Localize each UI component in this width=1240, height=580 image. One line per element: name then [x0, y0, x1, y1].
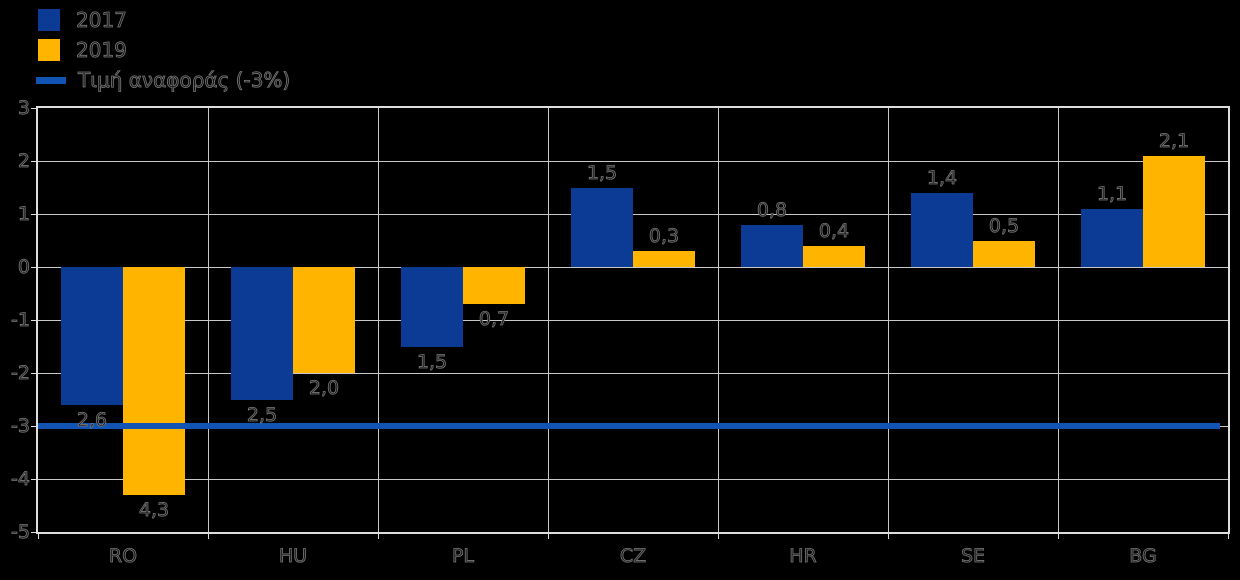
bar-2017-HR	[741, 224, 803, 267]
y-axis-tick-mark	[31, 373, 36, 374]
legend-item-2019: 2019	[38, 35, 290, 65]
gridline-horizontal	[38, 319, 1228, 321]
bar-value-label: 1,5	[586, 161, 618, 184]
x-axis-tick-mark	[717, 534, 719, 539]
y-axis-tick-mark	[31, 108, 36, 109]
bar-2017-HU	[231, 267, 293, 400]
x-axis-category-label: BG	[1129, 545, 1157, 567]
x-axis-tick-mark	[37, 534, 39, 539]
bar-value-label: 0,8	[756, 198, 788, 221]
y-axis-tick-mark	[31, 532, 36, 533]
bar-value-label: 4,3	[138, 498, 170, 521]
y-axis-tick-mark	[31, 214, 36, 215]
bar-value-label: 1,4	[926, 166, 958, 189]
x-axis-tick-mark	[887, 534, 889, 539]
bar-value-label: 0,4	[818, 219, 850, 242]
bar-2017-PL	[401, 267, 463, 347]
x-axis-tick-mark	[377, 534, 379, 539]
y-axis-tick-mark	[31, 426, 36, 427]
gridline-vertical	[1057, 108, 1059, 532]
x-axis-category-label: RO	[108, 545, 138, 567]
y-axis-tick-mark	[31, 479, 36, 480]
bar-2019-SE	[973, 240, 1035, 267]
bar-2019-BG	[1143, 155, 1205, 267]
plot-area: 2,6 2,5 1,5 1,5 0,8 1,4 1,1 4,3 2,0 0,7 0,3 0,4 0,5 2…	[36, 106, 1230, 534]
bar-value-label: 1,1	[1096, 182, 1128, 205]
bar-2019-HR	[803, 245, 865, 267]
legend-label-reference-line: Τιμή αναφοράς (-3%)	[78, 68, 291, 92]
bar-2019-CZ	[633, 251, 695, 267]
x-axis-category-label: HR	[789, 545, 817, 567]
legend-swatch-2019	[38, 39, 60, 61]
legend-label-2019: 2019	[76, 38, 128, 62]
y-axis-tick-label: -4	[11, 468, 31, 490]
bar-2017-SE	[911, 192, 973, 267]
x-axis-category-label: HU	[278, 545, 308, 567]
gridline-vertical	[717, 108, 719, 532]
gridline-horizontal	[38, 478, 1228, 480]
gridline-vertical	[377, 108, 379, 532]
gridline-vertical	[207, 108, 209, 532]
bar-2017-RO	[61, 267, 123, 405]
gridline-horizontal	[38, 372, 1228, 374]
gridline-vertical	[547, 108, 549, 532]
reference-line	[38, 423, 1220, 429]
legend-swatch-reference-line	[36, 76, 66, 84]
x-axis-tick-mark	[1057, 534, 1059, 539]
x-axis-category-label: SE	[960, 545, 986, 567]
y-axis-tick-label: 0	[17, 256, 31, 278]
bar-value-label: 2,6	[76, 408, 108, 431]
x-axis-tick-mark	[207, 534, 209, 539]
bar-value-label: 0,7	[478, 308, 510, 331]
y-axis-tick-mark	[31, 267, 36, 268]
bar-value-label: 0,3	[648, 225, 680, 248]
bar-2019-PL	[463, 267, 525, 305]
bar-value-label: 0,5	[988, 214, 1020, 237]
bar-2019-RO	[123, 267, 185, 495]
bar-2019-HU	[293, 267, 355, 373]
legend-swatch-2017	[38, 9, 60, 31]
y-axis-tick-label: 3	[17, 97, 31, 119]
bar-2017-CZ	[571, 187, 633, 267]
gridline-horizontal	[38, 266, 1228, 268]
y-axis-tick-label: 2	[17, 150, 31, 172]
bar-value-label: 2,5	[246, 403, 278, 426]
y-axis-tick-label: -5	[11, 521, 31, 543]
x-axis-tick-mark	[547, 534, 549, 539]
legend-label-2017: 2017	[76, 8, 128, 32]
bar-value-label: 2,1	[1158, 129, 1190, 152]
y-axis-tick-label: 1	[17, 203, 31, 225]
x-axis-category-label: PL	[451, 545, 475, 567]
legend-item-2017: 2017	[38, 5, 290, 35]
legend-item-reference-line: Τιμή αναφοράς (-3%)	[36, 65, 291, 95]
y-axis-tick-label: -3	[11, 415, 31, 437]
bar-value-label: 2,0	[308, 377, 340, 399]
y-axis-tick-label: -1	[11, 309, 31, 331]
gridline-vertical	[887, 108, 889, 532]
legend: 2017 2019 Τιμή αναφοράς (-3%)	[36, 5, 291, 95]
y-axis-tick-mark	[31, 161, 36, 162]
bar-value-label: 1,5	[416, 350, 448, 373]
x-axis-category-label: CZ	[619, 545, 647, 567]
gridline-horizontal	[38, 213, 1228, 215]
x-axis-tick-mark	[1227, 534, 1229, 539]
y-axis-tick-label: -2	[11, 362, 31, 384]
y-axis-tick-mark	[31, 320, 36, 321]
bar-2017-BG	[1081, 208, 1143, 267]
gridline-horizontal	[38, 160, 1228, 162]
